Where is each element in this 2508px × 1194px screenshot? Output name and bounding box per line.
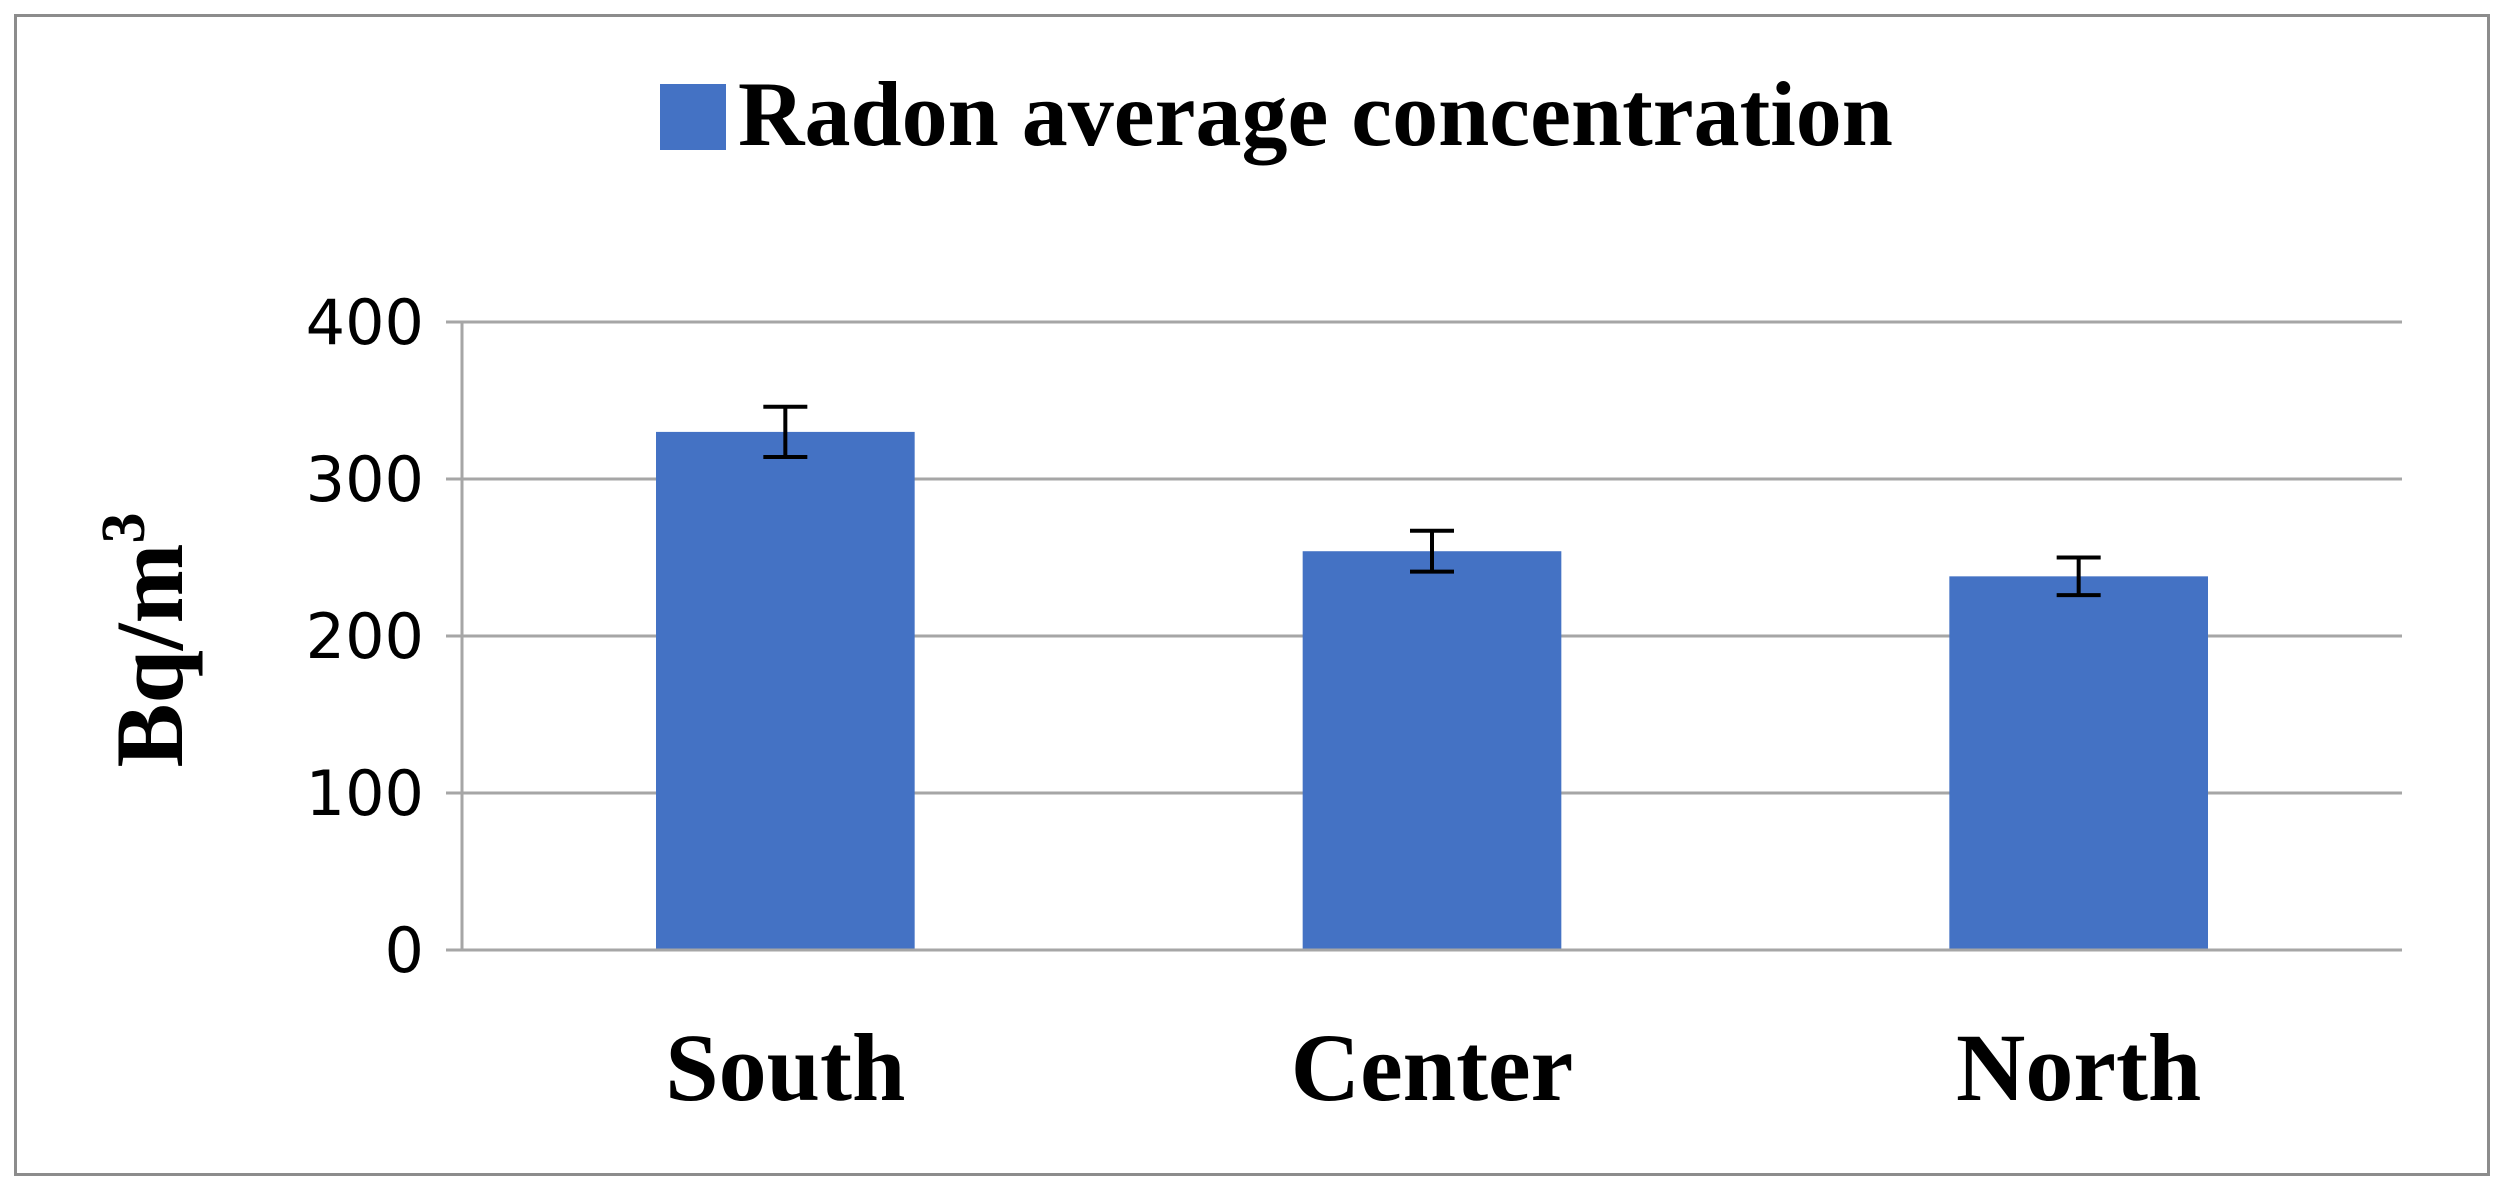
x-axis: South Center North xyxy=(462,948,2402,1121)
bar-south xyxy=(656,431,915,950)
bar-center xyxy=(1302,551,1562,950)
legend-swatch xyxy=(660,84,726,150)
error-bars xyxy=(763,404,2101,598)
x-tick-label-south: South xyxy=(665,1014,905,1121)
bars xyxy=(656,431,2208,950)
y-axis: 0 100 200 300 400 xyxy=(306,286,464,987)
bar-north xyxy=(1949,576,2208,950)
y-tick-label-200: 200 xyxy=(306,600,424,673)
legend-label: Radon average concentration xyxy=(738,63,1893,165)
y-axis-label: Bq/m3 xyxy=(90,512,203,767)
legend: Radon average concentration xyxy=(660,63,1893,165)
y-tick-label-100: 100 xyxy=(306,757,424,830)
y-tick-label-0: 0 xyxy=(385,914,424,987)
x-tick-label-center: Center xyxy=(1291,1014,1574,1121)
y-tick-label-400: 400 xyxy=(306,286,424,359)
x-tick-label-north: North xyxy=(1956,1014,2201,1121)
y-axis-label-superscript: 3 xyxy=(90,512,158,543)
y-axis-label-text: Bq/m xyxy=(96,543,203,767)
y-tick-label-300: 300 xyxy=(306,443,424,516)
